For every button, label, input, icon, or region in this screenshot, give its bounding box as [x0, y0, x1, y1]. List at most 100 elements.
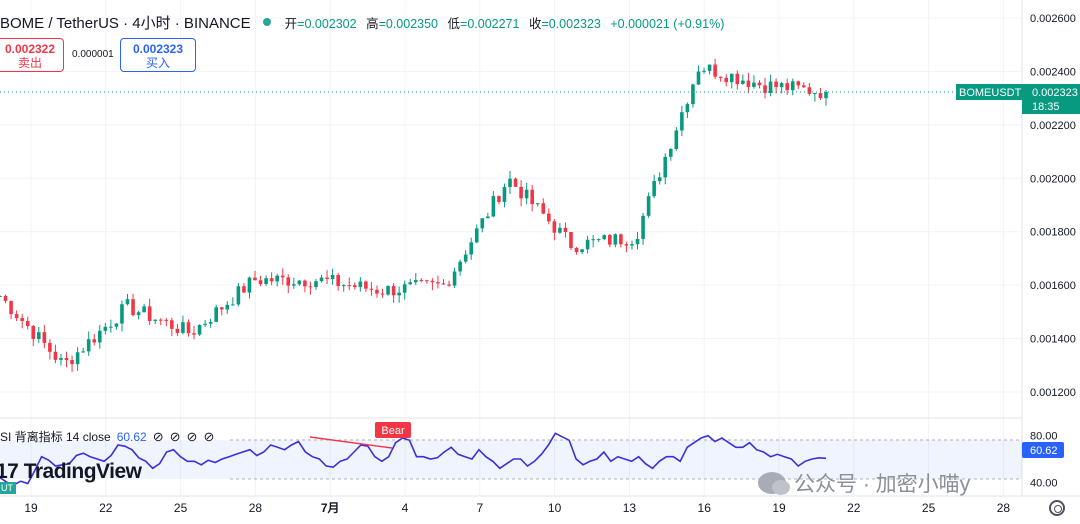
candle-body: [624, 244, 629, 246]
candle-body: [192, 333, 196, 335]
candle-body: [563, 227, 568, 232]
candle-body: [452, 271, 457, 286]
candle-body: [308, 286, 313, 288]
rsi-current-badge: 60.62: [1022, 442, 1064, 458]
ohlc-values: 开=0.002302 高=0.002350 低=0.002271 收=0.002…: [284, 16, 725, 31]
time-tick-label: 28: [997, 501, 1011, 515]
candle-body: [275, 275, 279, 282]
candle-body: [286, 277, 291, 286]
candle-body: [497, 196, 501, 202]
tradingview-logo[interactable]: 17 TradingView: [0, 460, 142, 483]
candle-body: [491, 196, 496, 217]
watermark: 公众号 · 加密小喵y: [758, 468, 970, 498]
sell-button[interactable]: 0.002322 卖出: [0, 38, 64, 72]
candle-body: [785, 83, 789, 91]
price-axis[interactable]: 0.002600 0.002400 0.002200 0.002000 0.001800…: [1030, 13, 1076, 399]
candle-body: [425, 280, 429, 282]
candle-body: [524, 189, 529, 199]
current-price-badge: BOMEUSDT 0.002323 18:35: [956, 84, 1080, 114]
candle-body: [674, 130, 679, 149]
candle-body: [147, 306, 152, 321]
candle-body: [42, 332, 47, 343]
candle-body: [158, 319, 163, 321]
rsi-band: [0, 440, 1022, 479]
settings-icon[interactable]: ⊘: [169, 428, 181, 444]
candle-body: [48, 342, 52, 352]
symbol-title[interactable]: BOME / TetherUS · 4小时 · BINANCE: [0, 14, 251, 32]
chart-settings-icon[interactable]: [1049, 500, 1065, 516]
utc-badge: UT: [0, 482, 16, 494]
candle-body: [214, 307, 219, 322]
time-tick-label: 7: [476, 501, 483, 515]
candle-body: [774, 81, 778, 88]
candle-body: [114, 323, 119, 327]
candle-body: [796, 81, 801, 86]
candle-body: [691, 84, 695, 105]
candle-body: [591, 239, 595, 241]
candle-body: [181, 322, 185, 333]
candle-body: [668, 148, 673, 157]
candle-body: [619, 234, 623, 245]
candle-body: [469, 242, 474, 255]
candle-body: [236, 286, 241, 305]
watermark-text: 公众号 · 加密小喵y: [794, 473, 971, 496]
candle-body: [9, 300, 13, 315]
svg-text:18:35: 18:35: [1032, 101, 1060, 113]
time-tick-label: 4: [402, 501, 409, 515]
candle-body: [630, 244, 634, 246]
candle-body: [486, 216, 490, 219]
market-status-icon: [262, 18, 271, 26]
candle-body: [530, 189, 534, 205]
candle-body: [419, 280, 424, 282]
candle-body: [347, 285, 352, 287]
candle-body: [219, 307, 224, 310]
candle-body: [380, 293, 385, 295]
candle-body: [3, 295, 8, 301]
candle-body: [70, 360, 74, 365]
candle-body: [341, 285, 346, 287]
price-tick-label: 0.001200: [1030, 387, 1076, 399]
candle-body: [746, 80, 751, 87]
candle-body: [136, 312, 141, 316]
candle-body: [75, 352, 80, 365]
time-tick-label: 22: [847, 501, 861, 515]
time-axis[interactable]: 19 22 25 28 7月 4 7 10 13 16 19 22 25 28: [24, 501, 1010, 515]
candle-body: [303, 280, 307, 287]
more-icon[interactable]: ⊘: [203, 428, 215, 444]
candle-body: [175, 328, 180, 333]
candle-body: [81, 351, 85, 353]
buy-button[interactable]: 0.002323 买入: [120, 38, 196, 72]
candle-body: [513, 178, 518, 187]
rsi-legend[interactable]: SI 背离指标 14 close 60.62 ⊘ ⊘ ⊘ ⊘: [0, 428, 214, 445]
candle-body: [724, 77, 729, 83]
price-tick-label: 0.002400: [1030, 66, 1076, 78]
candle-body: [53, 351, 58, 360]
candle-body: [325, 277, 329, 280]
candle-body: [203, 323, 207, 325]
candle-body: [607, 235, 612, 245]
candle-body: [170, 320, 174, 329]
candle-body: [97, 330, 102, 343]
candle-body: [552, 221, 557, 233]
candle-body: [663, 156, 668, 178]
candle-body: [330, 275, 335, 280]
candle-body: [64, 357, 69, 361]
grid-lines: [0, 0, 1022, 496]
candle-body: [253, 277, 257, 281]
candle-body: [25, 320, 30, 327]
candle-body: [358, 281, 363, 288]
price-tick-label: 0.001600: [1030, 280, 1076, 292]
candle-body: [718, 76, 723, 78]
candle-body: [391, 286, 396, 296]
time-tick-label: 19: [24, 501, 38, 515]
candle-body: [558, 227, 562, 233]
price-tick-label: 0.002000: [1030, 173, 1076, 185]
price-tick-label: 0.002200: [1030, 120, 1076, 132]
candle-body: [314, 281, 318, 288]
source-icon[interactable]: ⊘: [186, 428, 198, 444]
visibility-icon[interactable]: ⊘: [152, 428, 164, 444]
candle-body: [713, 64, 717, 77]
price-tick-label: 0.001800: [1030, 227, 1076, 239]
candle-body: [436, 282, 440, 284]
